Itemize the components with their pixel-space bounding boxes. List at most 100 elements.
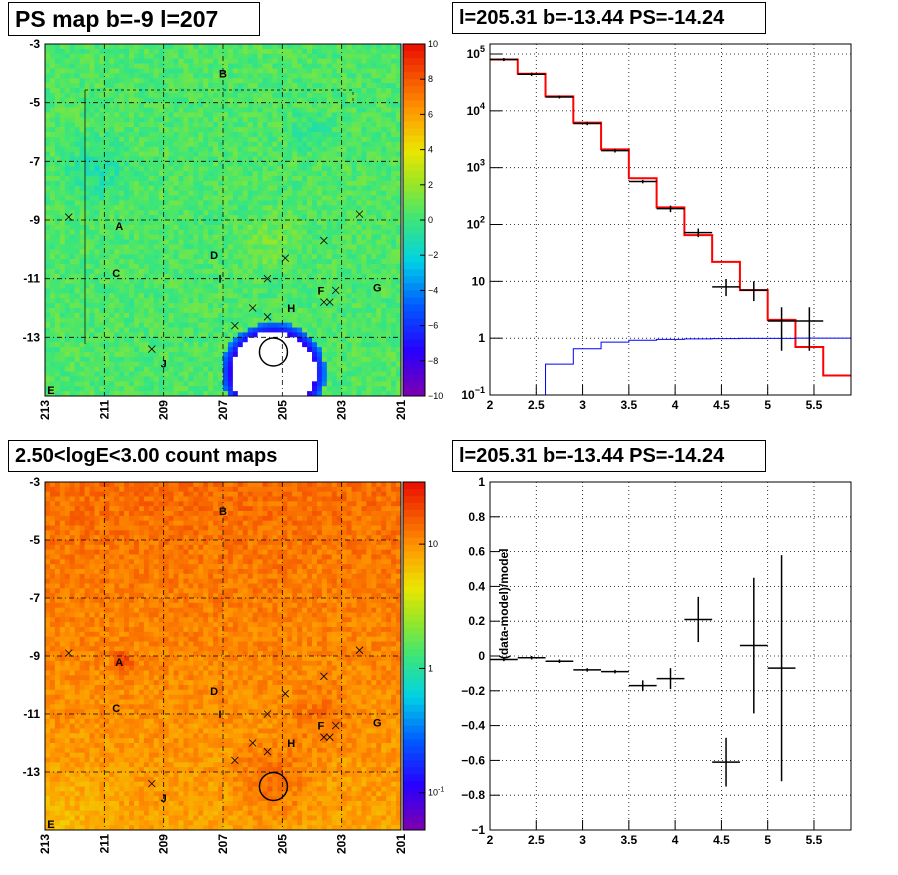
heatmap-cell [54,224,61,231]
heatmap-cell [391,97,397,104]
heatmap-cell [64,322,71,328]
heatmap-cell [292,224,298,231]
heatmap-cell [247,97,254,104]
heatmap-cell [237,146,244,152]
heatmap-cell [331,352,338,358]
heatmap-cell [282,244,288,250]
heatmap-cell [227,244,234,250]
heatmap-cell [79,156,85,162]
heatmap-cell [386,68,392,74]
heatmap-cell [94,63,100,69]
heatmap-cell [292,117,298,123]
heatmap-cell [124,190,130,196]
heatmap-cell [316,68,323,74]
heatmap-cell [381,312,387,319]
heatmap-cell [223,161,229,167]
heatmap-cell [208,195,214,201]
heatmap-cell [287,317,293,324]
heatmap-cell [79,317,85,324]
heatmap-cell [49,264,56,270]
heatmap-cell [381,268,387,275]
heatmap-cell [148,161,155,167]
heatmap-cell [386,117,392,123]
heatmap-cell [237,107,244,113]
heatmap-cell [183,342,189,348]
heatmap-cell [341,366,348,372]
heatmap-cell [312,342,318,348]
heatmap-cell [198,171,204,177]
heatmap-cell [287,63,293,69]
heatmap-cell [158,322,165,328]
heatmap-cell [203,97,209,104]
heatmap-cell [371,259,377,265]
heatmap-cell [391,83,397,89]
heatmap-cell [203,244,209,250]
heatmap-cell [307,102,313,108]
heatmap-cell [49,146,56,152]
heatmap-cell [129,205,135,211]
heatmap-cell [153,215,160,221]
heatmap-cell [331,166,338,172]
heatmap-cell [203,249,209,255]
heatmap-cell [292,283,298,289]
heatmap-cell [361,254,367,260]
heatmap-cell [272,312,278,319]
heatmap-cell [366,264,372,270]
heatmap-cell [312,166,318,172]
heatmap-cell [89,180,95,187]
heatmap-cell [223,171,229,177]
heatmap-cell [297,92,303,99]
heatmap-cell [168,337,174,343]
heatmap-cell [148,220,155,226]
heatmap-cell [247,205,254,211]
heatmap-cell [114,78,120,84]
heatmap-cell [143,288,150,294]
heatmap-cell [287,107,293,113]
heatmap-cell [307,215,313,221]
heatmap-cell [376,273,382,280]
ps_map-heatmap [45,44,402,397]
heatmap-cell [316,180,323,187]
heatmap-cell [361,205,367,211]
heatmap-cell [129,337,135,343]
heatmap-cell [188,293,194,299]
heatmap-cell [341,244,348,250]
heatmap-cell [129,347,135,353]
heatmap-cell [381,107,387,113]
heatmap-cell [208,78,214,84]
heatmap-cell [341,220,348,226]
heatmap-cell [94,356,100,363]
heatmap-cell [218,249,224,255]
heatmap-cell [292,48,298,55]
heatmap-cell [326,327,333,333]
heatmap-cell [45,342,51,348]
heatmap-cell [326,78,333,84]
heatmap-cell [356,303,362,309]
heatmap-cell [366,308,372,314]
heatmap-cell [232,249,239,255]
heatmap-cell [168,48,174,55]
heatmap-cell [262,215,268,221]
heatmap-cell [386,327,392,333]
heatmap-cell [297,327,303,333]
heatmap-cell [341,259,348,265]
heatmap-cell [223,78,229,84]
heatmap-cell [104,356,110,363]
heatmap-cell [158,298,165,304]
heatmap-cell [237,268,244,275]
heatmap-cell [99,200,105,206]
heatmap-cell [297,151,303,157]
heatmap-cell [341,268,348,275]
heatmap-cell [54,210,61,216]
heatmap-cell [94,78,100,84]
heatmap-cell [54,117,61,123]
heatmap-cell [74,371,81,377]
heatmap-cell [351,190,357,196]
heatmap-cell [119,278,125,284]
heatmap-cell [64,264,71,270]
heatmap-cell [386,102,392,108]
heatmap-cell [227,161,234,167]
heatmap-cell [74,44,81,50]
heatmap-cell [143,97,150,104]
heatmap-cell [371,161,377,167]
